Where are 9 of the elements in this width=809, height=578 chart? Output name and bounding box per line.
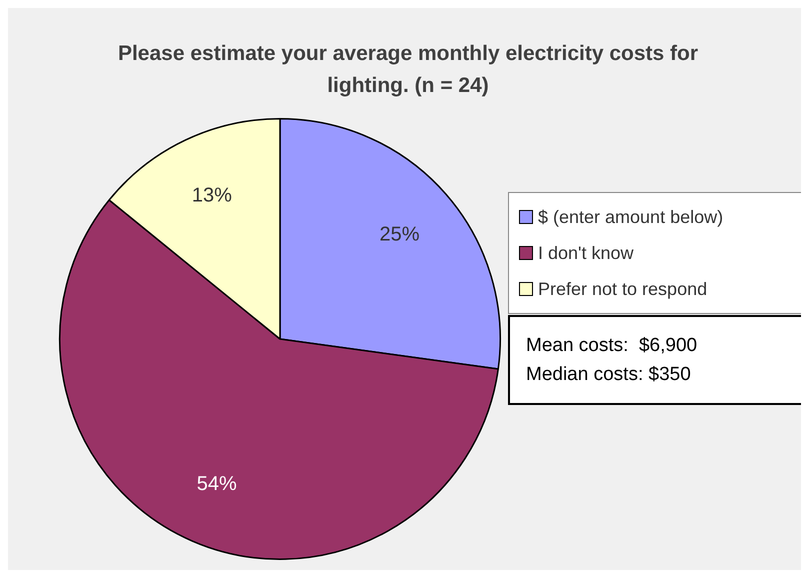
text: Mean costs: $6,900 xyxy=(526,334,698,358)
legend-label: $ (enter amount below) xyxy=(538,206,724,228)
data-label: 25% xyxy=(380,223,420,246)
chart-title: Please estimate your average monthly electricity costs for lighting. (n = 24) xyxy=(116,41,700,99)
data-label: 13% xyxy=(192,184,232,206)
data-label: 54% xyxy=(196,472,238,495)
legend-label: Prefer not to respond xyxy=(538,278,708,300)
text: Median costs: $350 xyxy=(526,363,692,387)
legend-label: I don't know xyxy=(538,242,634,264)
